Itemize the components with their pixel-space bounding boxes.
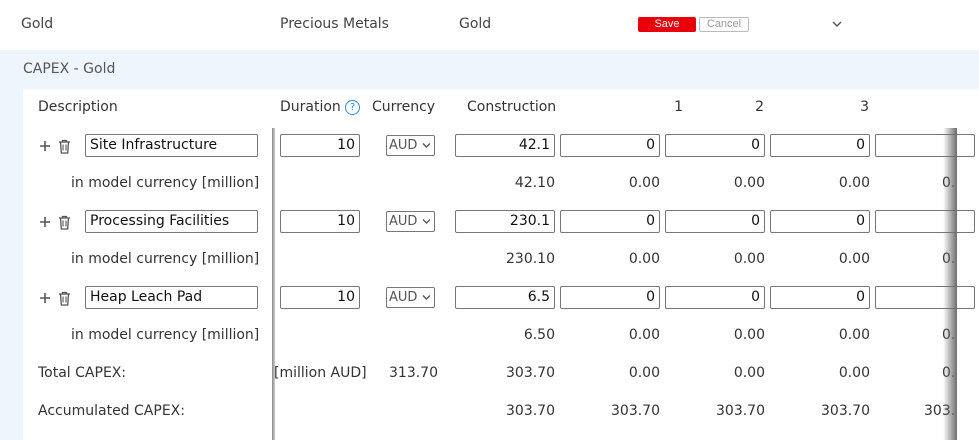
duration-input[interactable]: 10 [280, 210, 360, 233]
currency-value: AUD [389, 214, 418, 229]
description-input[interactable]: Processing Facilities [85, 210, 258, 233]
accumulated-year-1: 303.70 [611, 403, 660, 419]
duration-input[interactable]: 10 [280, 134, 360, 157]
scroll-shadow [943, 128, 957, 440]
currency-select[interactable]: AUD [386, 287, 435, 308]
accumulated-year-3: 303.70 [821, 403, 870, 419]
year-2-input[interactable]: 0 [665, 286, 765, 309]
item-commodity: Gold [459, 16, 492, 32]
construction-input[interactable]: 6.5 [455, 286, 555, 309]
total-year-3: 0.00 [838, 365, 870, 381]
trash-icon[interactable] [58, 215, 71, 230]
chevron-down-icon [422, 143, 431, 148]
model-year-3: 0.00 [838, 251, 870, 267]
chevron-down-icon [422, 219, 431, 224]
duration-input[interactable]: 10 [280, 286, 360, 309]
description-input[interactable]: Heap Leach Pad [85, 286, 258, 309]
col-year-2: 2 [755, 99, 764, 115]
col-currency: Currency [372, 99, 436, 115]
col-duration: Duration [280, 99, 341, 115]
model-construction: 230.10 [506, 251, 555, 267]
currency-value: AUD [389, 290, 418, 305]
total-sum: 313.70 [389, 365, 438, 381]
year-3-input[interactable]: 0 [770, 210, 870, 233]
year-4-input[interactable] [875, 210, 975, 233]
model-currency-label: in model currency [million] [71, 175, 260, 191]
capex-table: Description Duration ? Currency Construc… [23, 89, 979, 440]
year-3-input[interactable]: 0 [770, 134, 870, 157]
currency-select[interactable]: AUD [386, 135, 435, 156]
trash-icon[interactable] [58, 139, 71, 154]
accumulated-year-2: 303.70 [716, 403, 765, 419]
col-construction: Construction [467, 99, 557, 115]
cancel-button[interactable]: Cancel [699, 17, 749, 32]
total-unit: [million AUD] [274, 365, 367, 381]
section-title: CAPEX - Gold [23, 61, 116, 77]
accumulated-capex-label: Accumulated CAPEX: [38, 403, 185, 419]
plus-icon[interactable] [39, 292, 51, 304]
year-1-input[interactable]: 0 [560, 210, 660, 233]
total-year-2: 0.00 [733, 365, 765, 381]
total-capex-label: Total CAPEX: [38, 365, 127, 381]
help-icon[interactable]: ? [345, 100, 360, 115]
description-input[interactable]: Site Infrastructure [85, 134, 258, 157]
year-3-input[interactable]: 0 [770, 286, 870, 309]
col-year-1: 1 [674, 99, 683, 115]
top-bar: Gold Precious Metals Gold Save Cancel [0, 0, 979, 50]
total-year-1: 0.00 [628, 365, 660, 381]
model-construction: 42.10 [514, 175, 555, 191]
year-2-input[interactable]: 0 [665, 210, 765, 233]
construction-input[interactable]: 42.1 [455, 134, 555, 157]
plus-icon[interactable] [39, 216, 51, 228]
chevron-down-icon [422, 295, 431, 300]
col-year-3: 3 [860, 99, 869, 115]
model-year-3: 0.00 [838, 327, 870, 343]
model-currency-label: in model currency [million] [71, 327, 260, 343]
plus-icon[interactable] [39, 140, 51, 152]
model-year-2: 0.00 [733, 327, 765, 343]
frozen-column-divider [272, 128, 275, 440]
item-name: Gold [21, 16, 54, 32]
trash-icon[interactable] [58, 291, 71, 306]
year-1-input[interactable]: 0 [560, 286, 660, 309]
model-year-3: 0.00 [838, 175, 870, 191]
save-button[interactable]: Save [638, 17, 696, 32]
col-description: Description [38, 99, 118, 115]
year-4-input[interactable] [875, 134, 975, 157]
model-year-2: 0.00 [733, 251, 765, 267]
model-year-1: 0.00 [628, 175, 660, 191]
model-year-1: 0.00 [628, 251, 660, 267]
item-category: Precious Metals [280, 16, 389, 32]
year-1-input[interactable]: 0 [560, 134, 660, 157]
accumulated-construction: 303.70 [506, 403, 555, 419]
year-4-input[interactable] [875, 286, 975, 309]
model-construction: 6.50 [523, 327, 555, 343]
currency-select[interactable]: AUD [386, 211, 435, 232]
model-year-1: 0.00 [628, 327, 660, 343]
construction-input[interactable]: 230.1 [455, 210, 555, 233]
currency-value: AUD [389, 138, 418, 153]
model-year-2: 0.00 [733, 175, 765, 191]
year-2-input[interactable]: 0 [665, 134, 765, 157]
chevron-down-icon[interactable] [831, 18, 843, 30]
total-construction: 303.70 [506, 365, 555, 381]
model-currency-label: in model currency [million] [71, 251, 260, 267]
